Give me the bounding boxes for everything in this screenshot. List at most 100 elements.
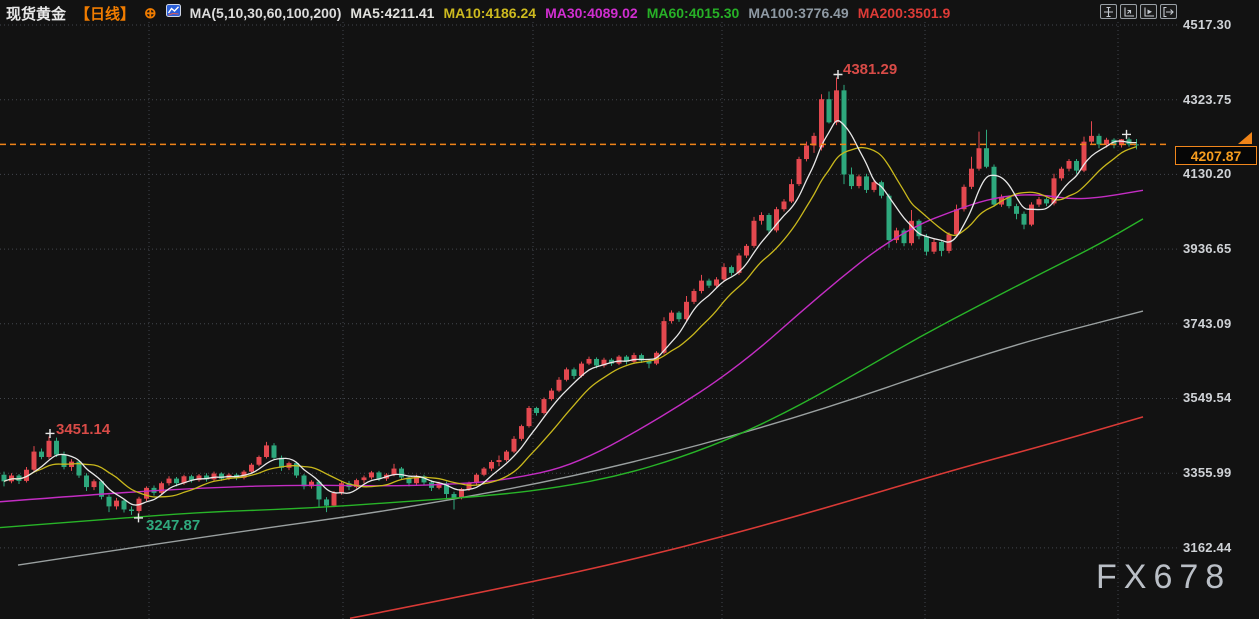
candle-body	[826, 99, 832, 123]
candle-body	[984, 148, 989, 167]
symbol-name: 现货黄金	[6, 5, 67, 23]
ma-group-label: MA(5,10,30,60,100,200)	[189, 5, 342, 21]
candle-body	[901, 230, 907, 244]
candle-body	[1029, 204, 1034, 225]
candle-body	[864, 176, 869, 190]
candle-body	[781, 201, 787, 210]
candle-body	[684, 301, 689, 320]
candle-body	[316, 481, 322, 500]
move-cross-icon	[1104, 6, 1113, 17]
candle-body	[556, 379, 562, 391]
candle-body	[744, 245, 749, 256]
watermark: FX678	[1096, 558, 1232, 596]
price-axis[interactable]: 4517.30 4323.75 4130.20 3936.65 3743.09 3549.…	[1180, 0, 1259, 619]
candle-body	[1051, 178, 1057, 204]
extreme-cross-marker	[833, 69, 843, 79]
candle-body	[849, 174, 854, 187]
candle-body	[796, 159, 802, 185]
candle-body	[886, 195, 892, 241]
toolbar-button-fit-axis[interactable]	[1120, 4, 1137, 19]
candle-body	[399, 468, 404, 478]
candle-body	[61, 454, 67, 468]
candle-body	[579, 363, 584, 376]
fit-axis-icon	[1124, 7, 1134, 17]
candle-body	[811, 135, 817, 146]
extreme-cross-marker	[45, 428, 55, 438]
candle-body	[166, 478, 172, 484]
period-label[interactable]: 【日线】	[75, 5, 136, 23]
candle-body	[879, 182, 884, 196]
candle-body	[354, 480, 359, 488]
candle-body	[549, 390, 554, 400]
extreme-cross-marker	[1122, 129, 1131, 139]
toolbar-button-move[interactable]	[1100, 4, 1117, 19]
candle-body	[1081, 141, 1087, 171]
candle-body	[774, 209, 779, 231]
candle-body	[196, 475, 202, 481]
candle-body	[1006, 196, 1012, 207]
candle-body	[406, 477, 412, 484]
candle-body	[729, 267, 734, 273]
candle-body	[54, 440, 59, 455]
chart-header: 现货黄金 【日线】 ⊕ MA(5,10,30,60,100,200) MA5:4…	[6, 2, 950, 24]
candle-body	[249, 464, 254, 472]
candle-body	[369, 472, 374, 478]
ma30-value: MA30:4089.02	[545, 5, 638, 21]
candle-body	[391, 468, 397, 475]
ma-line-ma100	[17, 310, 1144, 566]
candle-body	[271, 445, 277, 458]
candle-body	[1104, 139, 1109, 145]
candle-body	[939, 242, 944, 251]
candle-body	[564, 369, 569, 380]
ma100-value: MA100:3776.49	[748, 5, 849, 21]
extreme-price-annotation: 4381.29	[843, 61, 898, 78]
candle-body	[31, 451, 37, 470]
candle-body	[676, 312, 682, 320]
candle-body	[706, 280, 712, 286]
candle-body	[294, 463, 299, 476]
candle-body	[376, 472, 382, 479]
add-indicator-icon[interactable]: ⊕	[144, 4, 157, 22]
candle-body	[601, 359, 607, 366]
candle-body	[1036, 199, 1042, 205]
candle-body	[189, 476, 194, 481]
toolbar-button-auto-scale[interactable]	[1140, 4, 1157, 19]
ma-line-ma200	[349, 416, 1144, 619]
candle-body	[759, 214, 764, 221]
price-tick-label: 3549.54	[1183, 390, 1232, 406]
candle-body	[466, 483, 472, 490]
candle-body	[931, 242, 937, 252]
ma60-value: MA60:4015.30	[646, 5, 740, 21]
candle-body	[279, 457, 284, 468]
ma-line-ma60	[0, 218, 1144, 529]
candle-body	[819, 99, 824, 148]
candle-body	[586, 358, 592, 364]
candle-body	[1059, 168, 1064, 179]
candle-body	[954, 209, 959, 235]
candle-body	[474, 474, 479, 484]
candle-body	[84, 475, 89, 488]
candle-body	[39, 451, 44, 457]
candle-body	[219, 473, 224, 479]
candle-body	[916, 220, 922, 237]
extreme-price-annotation: 3451.14	[56, 421, 111, 438]
candle-body	[421, 476, 427, 483]
candle-body	[961, 186, 967, 210]
candle-body	[1, 474, 7, 482]
candle-body	[1089, 135, 1094, 142]
candle-body	[789, 184, 794, 202]
candle-body	[76, 461, 82, 476]
candle-body	[691, 291, 697, 302]
candle-body	[1134, 144, 1139, 146]
candle-body	[204, 475, 209, 480]
candle-body	[534, 407, 539, 413]
candle-body	[496, 460, 502, 462]
toolbar-button-go-latest[interactable]	[1160, 4, 1177, 19]
candle-body	[669, 312, 674, 322]
chart-type-icon[interactable]	[165, 4, 181, 22]
candle-body	[301, 475, 307, 487]
ma-line-ma10	[3, 146, 1137, 498]
price-tick-label: 4517.30	[1183, 17, 1232, 32]
